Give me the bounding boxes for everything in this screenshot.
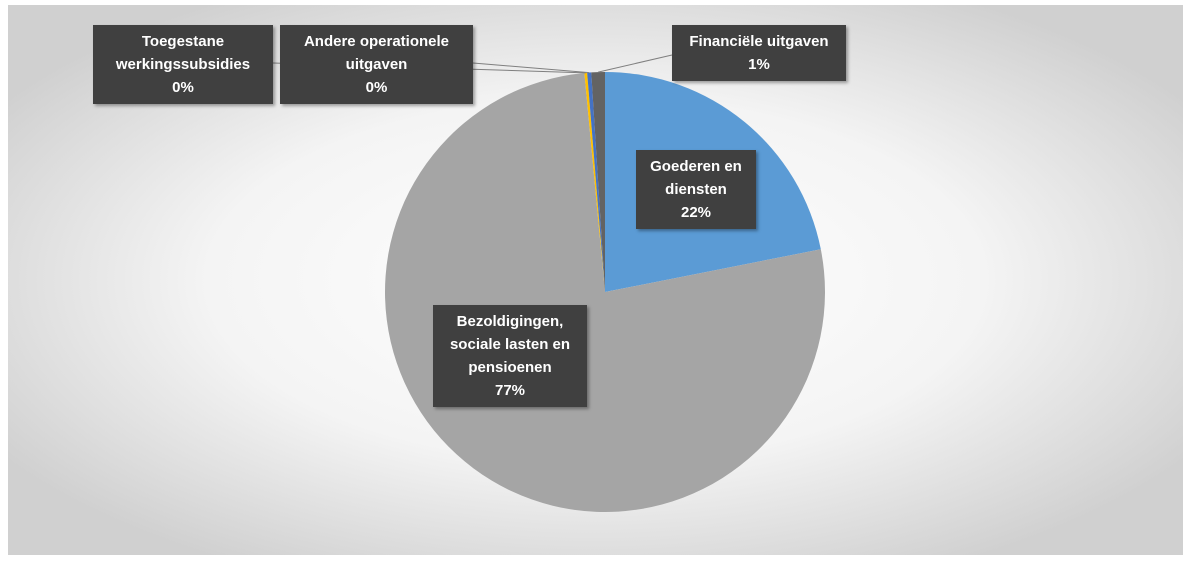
data-label: Andere operationele uitgaven 0% (280, 25, 473, 104)
pie-slice (584, 72, 605, 292)
label-name: Andere operationele uitgaven (303, 33, 450, 73)
pie-slice (587, 72, 605, 292)
label-name: Financiële uitgaven (689, 33, 829, 50)
data-label: Goederen en diensten 22% (636, 150, 756, 229)
label-value: 0% (365, 79, 388, 96)
label-value: 0% (172, 79, 194, 96)
data-label: Financiële uitgaven 1% (672, 25, 846, 81)
label-name: Toegestane werkingssubsidies (115, 33, 251, 73)
leader-line (598, 54, 673, 73)
leader-line (472, 62, 590, 74)
label-value: 1% (748, 56, 770, 73)
data-label: Toegestane werkingssubsidies 0% (93, 25, 273, 104)
label-value: 22% (680, 204, 712, 221)
label-name: Goederen en diensten (650, 158, 742, 198)
label-value: 77% (494, 382, 526, 399)
data-label: Bezoldigingen, sociale lasten en pensioe… (433, 305, 587, 407)
label-name: Bezoldigingen, sociale lasten en pensioe… (449, 313, 571, 376)
pie-slice (591, 72, 605, 292)
